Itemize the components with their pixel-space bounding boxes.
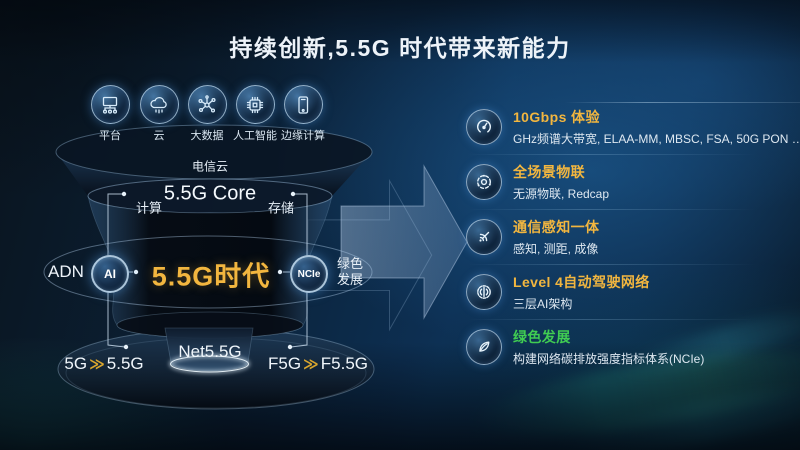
- edge-computing-icon: [283, 85, 323, 124]
- adn-label: ADN: [48, 262, 84, 281]
- capability-item-sensing: 通信感知一体 感知, 测距, 成像: [466, 214, 794, 265]
- telecom-cloud-label: 电信云: [191, 159, 229, 174]
- layer-label: 人工智能: [233, 130, 277, 142]
- capability-title: 10Gbps 体验: [513, 109, 600, 125]
- ncie-badge: NCIe: [290, 255, 328, 293]
- capability-desc: 构建网络碳排放强度指标体系(NCIe): [513, 352, 705, 366]
- iot-globe-icon: [466, 164, 502, 200]
- cloud-icon: [139, 85, 179, 124]
- layer-label: 云: [153, 130, 165, 142]
- capability-desc: GHz频谱大带宽, ELAA-MM, MBSC, FSA, 50G PON …: [513, 132, 800, 146]
- layer-label: 大数据: [190, 130, 224, 142]
- capability-title: 通信感知一体: [513, 219, 600, 235]
- capability-item-iot: 全场景物联 无源物联, Redcap: [466, 159, 794, 210]
- double-chevron-icon: ≫: [303, 356, 319, 373]
- layer-item-bigdata: 大数据: [183, 85, 231, 143]
- net55g-label: Net5.5G: [178, 342, 242, 361]
- transition-arrow: [307, 164, 468, 332]
- double-chevron-icon: ≫: [89, 356, 105, 373]
- layer-item-platform: 平台: [86, 85, 134, 143]
- capability-title: 绿色发展: [513, 329, 571, 345]
- capability-list: 10Gbps 体验 GHz频谱大带宽, ELAA-MM, MBSC, FSA, …: [466, 104, 800, 379]
- light-streak: [565, 102, 800, 103]
- capability-item-10gbps: 10Gbps 体验 GHz频谱大带宽, ELAA-MM, MBSC, FSA, …: [466, 104, 800, 155]
- leaf-icon: [466, 329, 502, 365]
- ai-brain-icon: [466, 274, 502, 310]
- ai-badge: AI: [91, 255, 129, 293]
- page-title: 持续创新,5.5G 时代带来新能力: [229, 35, 571, 61]
- compute-label: 计算: [135, 200, 163, 216]
- era-title: 5.5G时代: [151, 261, 271, 292]
- layer-item-ai: 人工智能: [231, 85, 279, 143]
- light-sweep: [553, 374, 800, 450]
- radar-sensing-icon: [466, 219, 502, 255]
- capability-item-autonomous: Level 4自动驾驶网络 三层AI架构: [466, 269, 794, 320]
- storage-label: 存储: [267, 200, 295, 216]
- capability-desc: 无源物联, Redcap: [513, 187, 610, 201]
- core-label: 5.5G Core: [163, 182, 257, 205]
- capability-title: Level 4自动驾驶网络: [513, 274, 650, 290]
- green-development-label: 绿色 发展: [336, 256, 364, 287]
- evolution-5g: 5G ≫ 5.5G: [64, 354, 144, 373]
- bigdata-icon: [187, 85, 227, 124]
- layer-item-cloud: 云: [135, 85, 183, 143]
- capability-desc: 三层AI架构: [513, 297, 573, 311]
- platform-icon: [90, 85, 130, 124]
- ai-chip-icon: [235, 85, 275, 124]
- layer-label: 平台: [99, 130, 121, 142]
- evolution-f5g: F5G ≫ F5.5G: [267, 354, 369, 373]
- layer-item-edge: 边缘计算: [279, 85, 327, 143]
- capability-desc: 感知, 测距, 成像: [513, 242, 599, 256]
- capability-item-green: 绿色发展 构建网络碳排放强度指标体系(NCIe): [466, 324, 794, 370]
- speedometer-icon: [466, 109, 502, 145]
- layer-label: 边缘计算: [281, 130, 325, 142]
- capability-title: 全场景物联: [513, 164, 585, 180]
